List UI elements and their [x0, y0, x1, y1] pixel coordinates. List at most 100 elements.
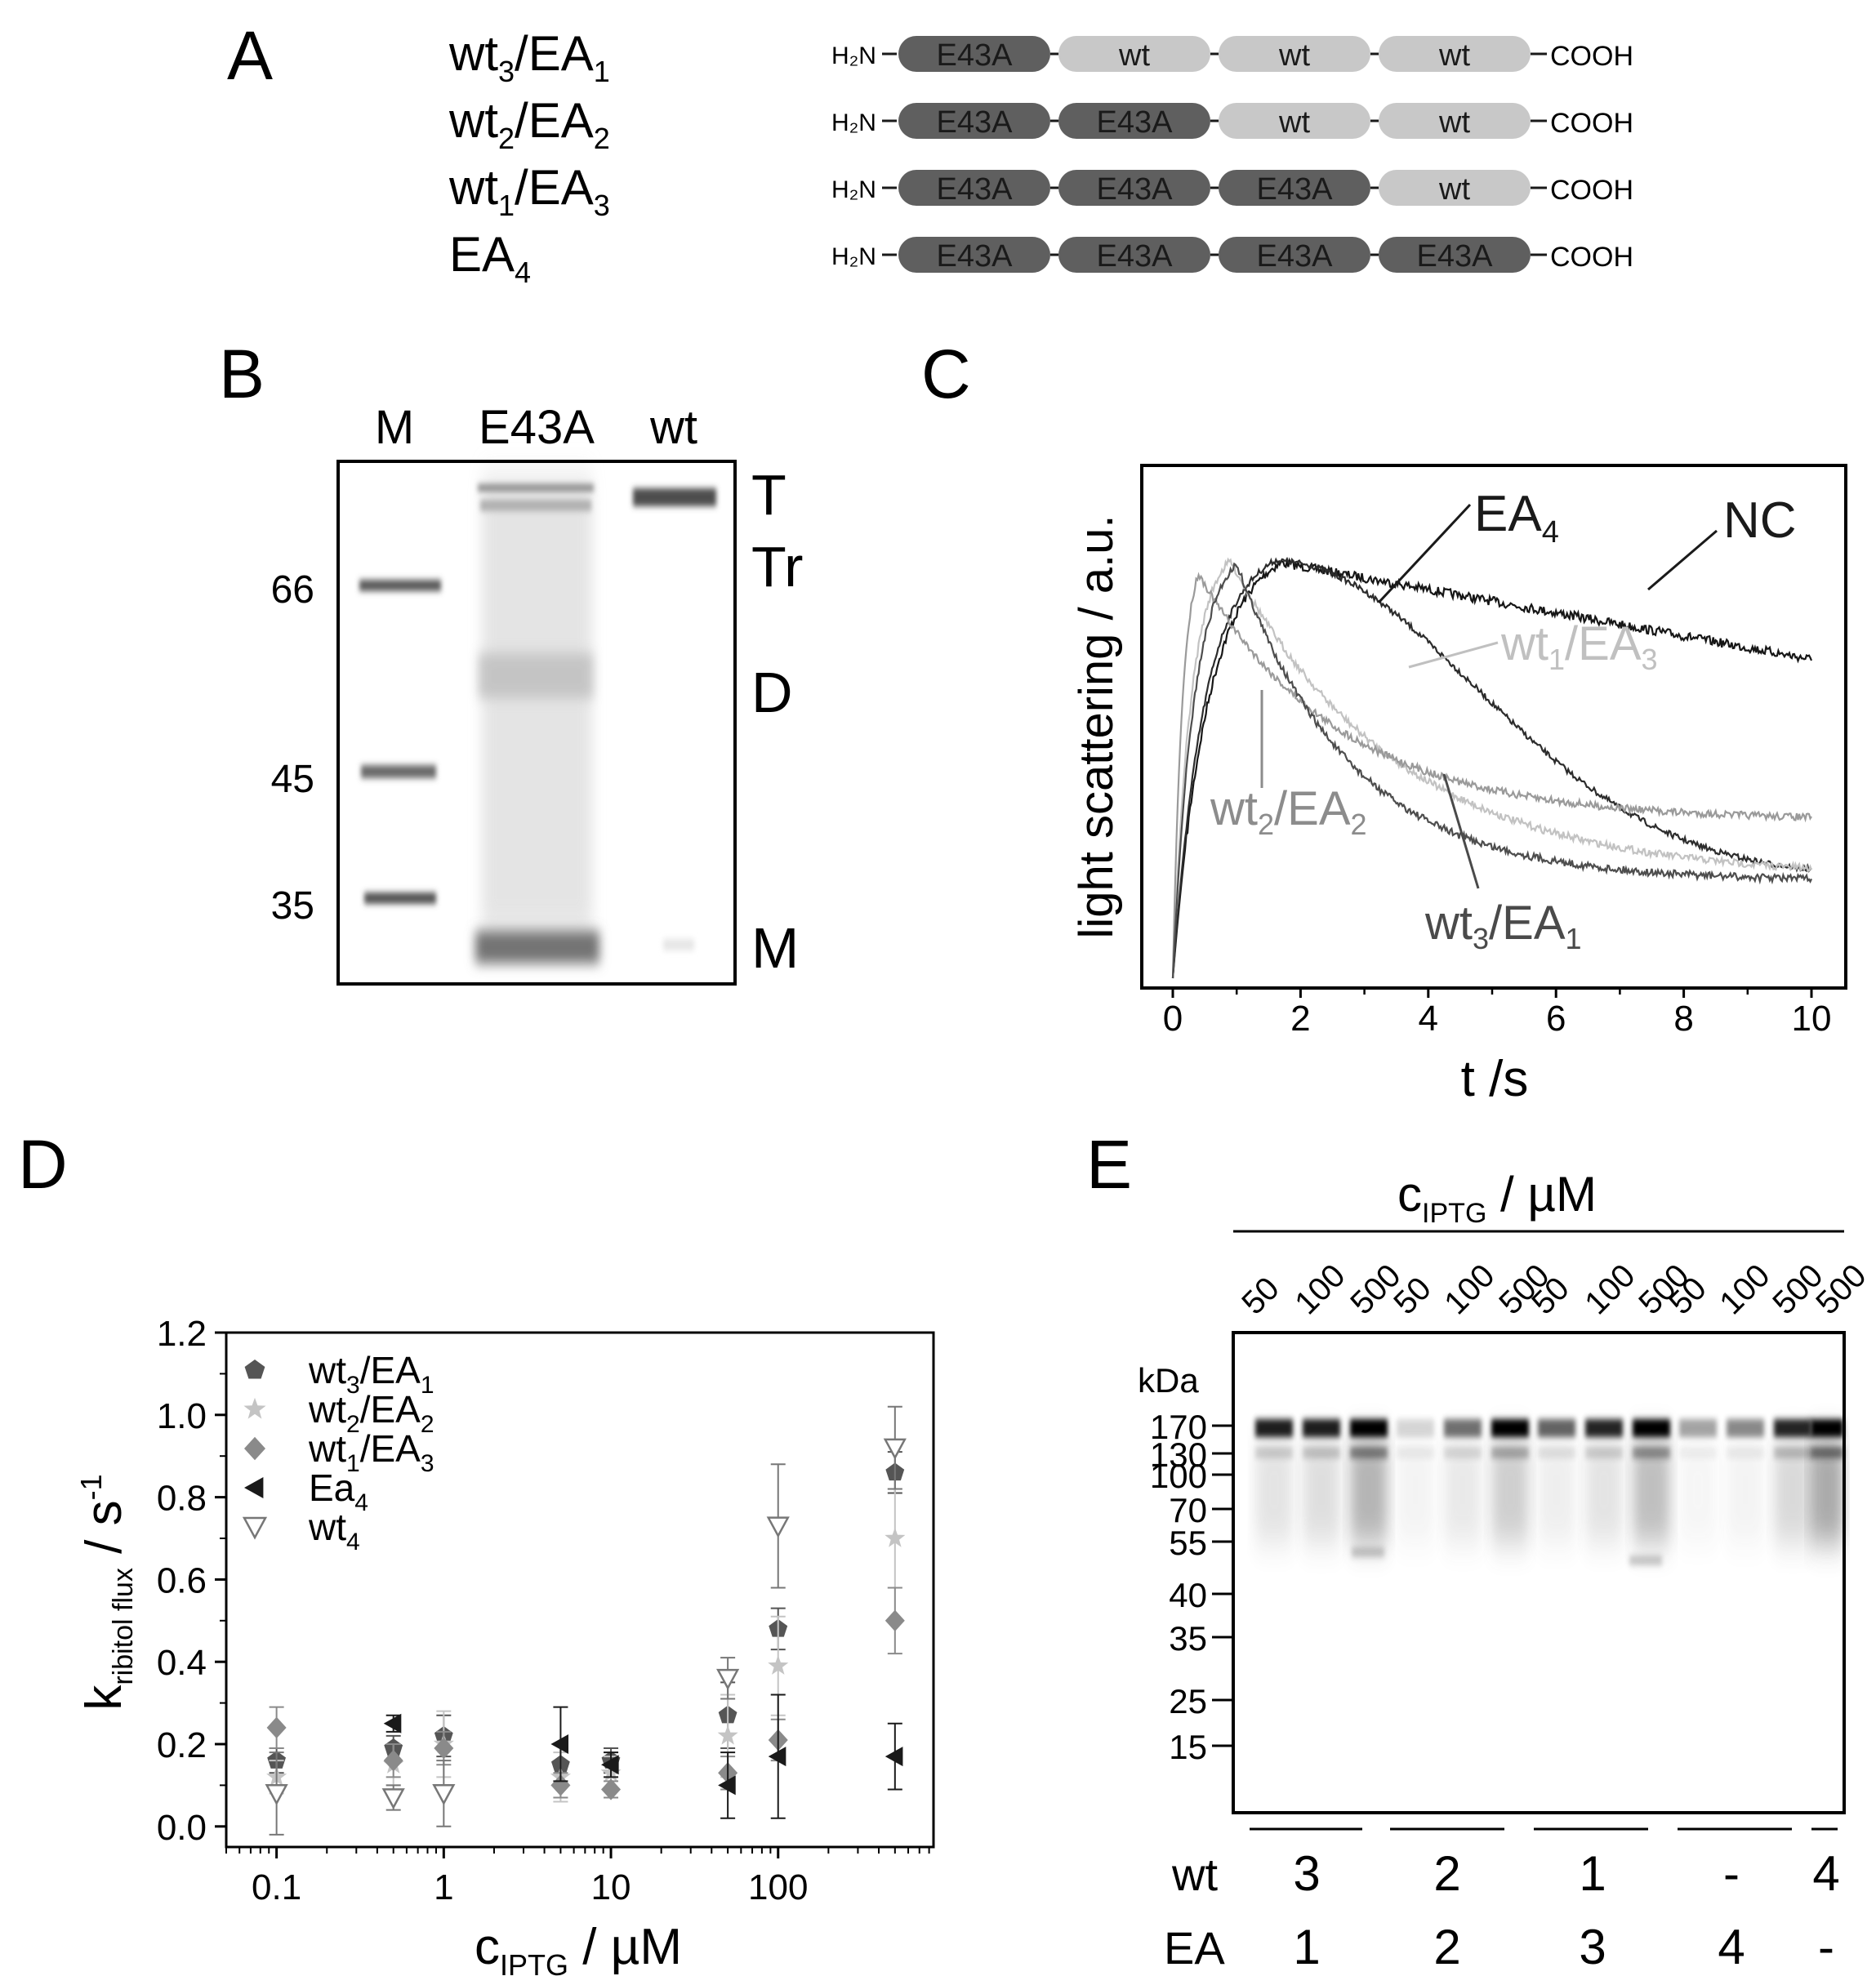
- data-point: [383, 1713, 402, 1734]
- domain-pill: [1219, 170, 1370, 206]
- y-tick-label: 0.6: [157, 1560, 207, 1600]
- blot-band-130: [1538, 1447, 1575, 1458]
- domain-label: E43A: [937, 239, 1014, 274]
- blot-lane: [1255, 1419, 1293, 1543]
- x-tick-label: 4: [1419, 999, 1438, 1039]
- blot-band-130: [1303, 1447, 1340, 1458]
- blot-marker-label: 35: [1169, 1619, 1207, 1658]
- legend-item: Ea4: [244, 1466, 368, 1516]
- blot-band-170: [1255, 1419, 1293, 1437]
- plot-c-frame: [1140, 464, 1847, 990]
- domain-pill: [898, 36, 1050, 72]
- construct-label: EA4: [449, 227, 531, 289]
- panel-b-label: B: [219, 336, 265, 412]
- data-point: [885, 1747, 903, 1767]
- series-wt4: [265, 1405, 907, 1836]
- blot-marker-label: 55: [1169, 1524, 1207, 1562]
- blot-band-130: [1585, 1447, 1623, 1458]
- construct-row: wt1/EA3 H₂N E43A E43A E43A wt COOH: [448, 160, 1633, 222]
- blot-lane: [1350, 1419, 1388, 1543]
- blot-band-170: [1444, 1419, 1482, 1437]
- data-point: [383, 1749, 403, 1772]
- domain-pill: [1379, 170, 1531, 206]
- data-point: [601, 1755, 619, 1775]
- c-terminus: COOH: [1550, 175, 1633, 206]
- data-point: [885, 1609, 905, 1631]
- y-tick-label: 0.0: [157, 1808, 207, 1848]
- band-label-t: T: [751, 463, 786, 527]
- x-tick-label: 2: [1290, 999, 1310, 1039]
- group-wt-count: 4: [1812, 1846, 1839, 1901]
- plot-c-traces: [1171, 556, 1813, 979]
- domain-label: E43A: [1257, 239, 1334, 274]
- construct-label: wt2/EA2: [448, 93, 610, 155]
- blot-marker-label: 70: [1169, 1491, 1207, 1529]
- domain-pill: [898, 103, 1050, 139]
- domain-label: wt: [1438, 172, 1470, 207]
- panel-a: A wt3/EA1 H₂N E43A wt wt wt COOH wt2/EA2 H₂N E43A…: [227, 17, 1633, 289]
- domain-label: E43A: [937, 38, 1014, 73]
- blot-lane: [1727, 1419, 1764, 1543]
- plot-d-axes: 0.0 0.2 0.4 0.6 0.8 1.0 1.2 0.1 1 10 100: [157, 1314, 930, 1907]
- blot-band-130: [1811, 1447, 1843, 1458]
- n-terminus: H₂N: [831, 176, 876, 203]
- plot-d-xlabel: cIPTG / µM: [475, 1919, 682, 1982]
- x-tick-label: 6: [1546, 999, 1566, 1039]
- panel-c-label: C: [921, 336, 971, 412]
- domain-pill: [898, 170, 1050, 206]
- data-point: [550, 1734, 569, 1754]
- blot-band-55: [1629, 1556, 1662, 1565]
- group-ea-count: -: [1818, 1920, 1834, 1974]
- panel-b: B M E43A wt 66 45 35 T Tr D M: [219, 336, 803, 986]
- data-point: [718, 1775, 736, 1796]
- blot-band-130: [1444, 1447, 1482, 1458]
- blot-lane: [1679, 1419, 1717, 1543]
- blot-groups: 3 1 2 2 1 3 - 4 4 -: [1250, 1827, 1840, 1974]
- construct-row: wt2/EA2 H₂N E43A E43A wt wt COOH: [448, 93, 1633, 155]
- label-wt3-ea1: wt3/EA1: [1424, 897, 1582, 955]
- western-blot: [1232, 1331, 1846, 1814]
- domain-pill: [1058, 237, 1210, 273]
- blot-band-130: [1255, 1447, 1293, 1458]
- data-point: [550, 1774, 571, 1796]
- legend-label: wt1/EA3: [308, 1427, 434, 1477]
- plot-c-x-axis: 0 2 4 6 8 10: [1163, 988, 1832, 1039]
- domain-label: E43A: [1097, 172, 1174, 207]
- lane-conc-label: 100: [1437, 1257, 1501, 1321]
- x-tick-label: 10: [1792, 999, 1832, 1039]
- group-ea-count: 2: [1433, 1920, 1460, 1974]
- y-tick-label: 0.8: [157, 1479, 207, 1519]
- domain-label: E43A: [1257, 172, 1334, 207]
- domain-pill: [1379, 36, 1531, 72]
- n-terminus: H₂N: [831, 109, 876, 136]
- blot-lane: [1633, 1419, 1670, 1543]
- domain-pill: [1379, 103, 1531, 139]
- trace-nc: [1171, 557, 1813, 979]
- data-point: [432, 1784, 456, 1806]
- n-terminus: H₂N: [831, 243, 876, 270]
- band-label-m: M: [751, 916, 799, 980]
- lane-label-m: M: [375, 401, 414, 454]
- domain-label: wt: [1118, 38, 1150, 73]
- blot-marker-label: 100: [1150, 1457, 1207, 1495]
- data-point: [717, 1725, 738, 1745]
- blot-lane: [1444, 1419, 1482, 1543]
- legend-item: wt2/EA2: [243, 1388, 434, 1438]
- label-nc: NC: [1723, 492, 1797, 549]
- lane-label-wt: wt: [649, 401, 697, 454]
- row-label-wt: wt: [1171, 1849, 1218, 1900]
- label-ea4: EA4: [1474, 486, 1559, 550]
- data-point: [716, 1668, 740, 1690]
- trace-wt2-ea2: [1171, 572, 1812, 979]
- domain-label: wt: [1278, 38, 1310, 73]
- data-point: [434, 1737, 454, 1760]
- band-e43a-m: [475, 931, 599, 964]
- blot-band-130: [1397, 1447, 1434, 1458]
- panel-e-label: E: [1086, 1126, 1132, 1203]
- data-point: [243, 1397, 266, 1419]
- blot-band-55: [1352, 1547, 1384, 1557]
